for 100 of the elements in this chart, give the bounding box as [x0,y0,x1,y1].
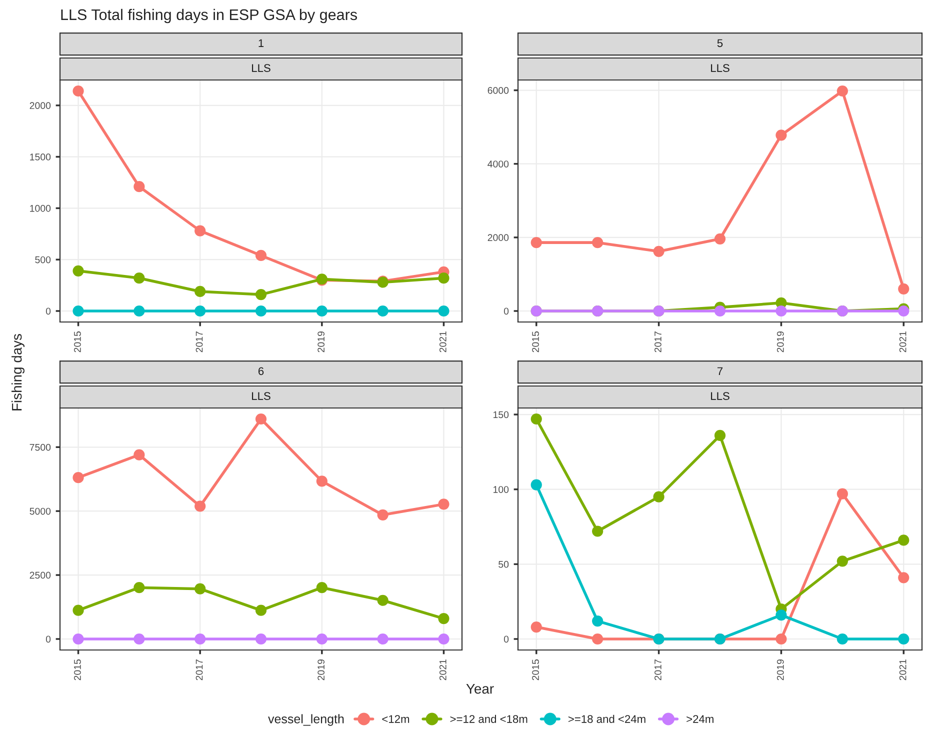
chart-subtitle: LLS [252,392,270,400]
point [898,633,910,645]
y-tick-label: 2500 [30,572,51,579]
y-tick-label: 0 [504,308,509,315]
legend-label: >=18 and <24m [568,714,646,723]
chart-subtitle: LLS [711,392,730,400]
point [438,305,450,317]
point [776,610,787,621]
legend-label: >=12 and <18m [450,714,528,723]
text: LLS Total fishing days in ESP GSA by gears [61,8,357,24]
y-tick-label: 0 [504,636,509,643]
y-tick-label: 500 [35,256,51,264]
x-tick-label: 2017 [654,332,662,352]
point [194,286,206,298]
point [255,288,267,300]
point [255,413,267,425]
point [316,476,328,487]
point [134,181,145,192]
x-tick-label: 2019 [776,659,784,680]
point [255,633,267,645]
point [438,633,450,645]
point [592,615,604,627]
y-axis-title: Fishing days [12,334,24,410]
x-tick-label: 2017 [196,332,203,352]
y-tick-label: 2000 [30,102,51,110]
x-tick-label: 2019 [318,331,325,352]
point [72,265,84,276]
point [530,413,542,425]
x-tick-label: 2015 [74,331,81,352]
x-axis-title: Year [466,684,494,694]
point [194,225,206,236]
x-tick-label: 2019 [318,659,325,680]
x-tick-label: 2015 [74,659,81,680]
point [316,582,328,594]
point [255,604,267,616]
x-tick-label: 2017 [196,660,203,680]
legend-label: >24m [686,715,714,723]
point [377,594,388,606]
point [316,633,328,645]
point [134,633,145,645]
point [194,500,206,512]
chart-title: 1 [258,39,264,47]
point [530,621,542,633]
point [316,305,328,317]
point [592,237,604,248]
point [438,612,450,624]
point [898,305,910,317]
point [255,305,267,317]
point [714,430,726,442]
point [438,498,450,510]
point [776,130,787,141]
x-tick-label: 2021 [899,332,906,352]
point [72,604,84,616]
x-tick-label: 2015 [532,331,539,352]
point [194,633,206,645]
point [898,283,910,294]
x-tick-label: 2015 [532,659,539,680]
point [72,305,84,317]
y-tick-label: 1000 [30,204,51,212]
point [714,233,726,244]
point [134,449,145,460]
point [898,534,910,546]
x-tick-label: 2017 [654,660,662,680]
y-tick-label: 1500 [30,154,51,160]
y-tick-label: 2000 [488,234,509,242]
point [653,491,664,502]
point [530,479,542,490]
point [72,85,84,97]
y-tick-label: 4000 [488,160,509,168]
point [836,556,848,567]
point [194,583,206,594]
y-tick-label: 6000 [488,87,509,94]
point [530,237,542,248]
x-tick-label: 2021 [439,332,446,352]
point [134,272,145,284]
point [776,305,787,317]
chart-title: 7 [717,367,723,375]
point [134,582,145,594]
point [255,250,267,262]
point [592,526,604,537]
point [776,633,787,645]
point [714,305,726,317]
point [377,509,388,520]
point [134,305,145,317]
y-tick-label: 50 [498,560,509,568]
y-tick-label: 0 [46,636,51,643]
point [438,272,450,284]
chart-subtitle: LLS [711,64,730,72]
point [836,488,848,500]
point [836,85,848,97]
point [72,633,84,645]
y-tick-label: 7500 [30,444,51,451]
x-tick-label: 2021 [439,660,446,680]
chart-title: 5 [717,39,723,48]
y-tick-label: 0 [46,308,51,315]
chart-title: 6 [258,367,264,376]
point [592,633,604,645]
point [836,633,848,645]
point [898,572,910,584]
point [653,246,664,257]
